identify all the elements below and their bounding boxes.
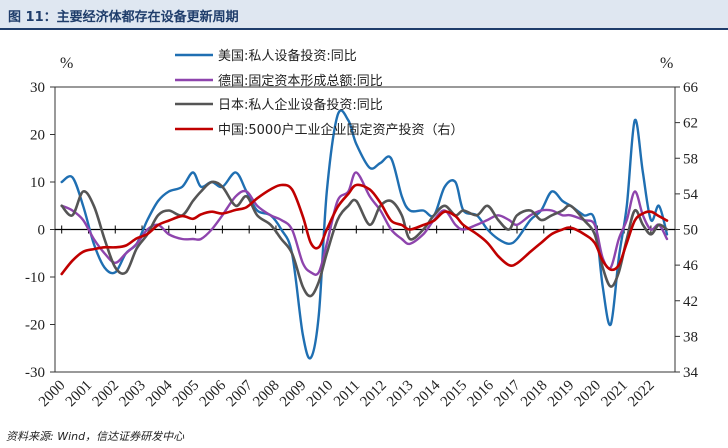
x-tick-label: 2008 <box>250 378 283 411</box>
x-tick-label: 2021 <box>598 378 631 411</box>
x-tick-label: 2017 <box>491 377 524 410</box>
x-tick-label: 2014 <box>411 377 444 410</box>
figure-title-bar: 图 11：主要经济体都存在设备更新周期 <box>0 0 728 30</box>
x-tick-label: 2001 <box>63 378 96 411</box>
y-right-tick-label: 62 <box>683 116 698 132</box>
legend-label-1: 美国:私人设备投资:同比 <box>218 48 357 64</box>
y-left-tick-label: -10 <box>25 270 45 286</box>
y-right-tick-label: 42 <box>683 294 698 310</box>
x-tick-label: 2003 <box>116 378 149 411</box>
series-line-4 <box>60 183 669 276</box>
y-right-tick-label: 58 <box>683 151 698 167</box>
x-tick-label: 2022 <box>625 378 658 411</box>
x-tick-label: 2019 <box>545 378 578 411</box>
y-left-tick-label: -30 <box>25 365 45 381</box>
x-tick-label: 2011 <box>331 378 363 410</box>
y-right-tick-label: 66 <box>683 80 699 96</box>
source-note: 资料来源: Wind，信达证券研发中心 <box>6 430 185 443</box>
y-left-tick-label: -20 <box>25 318 45 334</box>
y-left-unit-label: % <box>60 55 73 72</box>
y-right-tick-label: 34 <box>683 365 699 381</box>
x-tick-label: 2004 <box>143 377 176 410</box>
x-tick-label: 2002 <box>90 378 123 411</box>
x-tick-label: 2013 <box>384 378 417 411</box>
x-tick-label: 2007 <box>223 377 256 410</box>
x-tick-label: 2000 <box>36 378 69 411</box>
y-left-tick-label: 0 <box>38 223 46 239</box>
x-tick-label: 2005 <box>170 378 203 411</box>
legend-label-2: 德国:固定资本形成总额:同比 <box>218 74 383 89</box>
y-right-tick-label: 54 <box>683 187 699 203</box>
chart-legend: 美国:私人设备投资:同比德国:固定资本形成总额:同比日本:私人企业设备投资:同比… <box>175 48 463 138</box>
legend-label-3: 日本:私人企业设备投资:同比 <box>218 97 383 113</box>
series-line-3 <box>60 180 669 298</box>
y-right-tick-label: 46 <box>683 258 699 274</box>
x-tick-label: 2010 <box>304 378 337 411</box>
x-tick-label: 2006 <box>197 377 230 410</box>
y-left-tick-label: 30 <box>30 80 45 96</box>
legend-label-4: 中国:5000户工业企业固定资产投资（右） <box>218 122 463 138</box>
x-tick-label: 2018 <box>518 378 551 411</box>
y-right-tick-label: 38 <box>683 329 698 345</box>
y-left-tick-label: 20 <box>30 128 45 144</box>
x-tick-label: 2015 <box>438 378 471 411</box>
x-tick-label: 2012 <box>357 378 390 411</box>
x-tick-label: 2020 <box>572 378 605 411</box>
y-right-tick-label: 50 <box>683 223 698 239</box>
x-tick-label: 2009 <box>277 378 310 411</box>
y-right-unit-label: % <box>660 55 673 72</box>
series-line-1 <box>60 109 669 360</box>
y-left-tick-label: 10 <box>30 175 45 191</box>
x-tick-label: 2016 <box>465 377 498 410</box>
chart-series-group <box>60 109 669 360</box>
figure-title: 图 11：主要经济体都存在设备更新周期 <box>8 10 239 25</box>
